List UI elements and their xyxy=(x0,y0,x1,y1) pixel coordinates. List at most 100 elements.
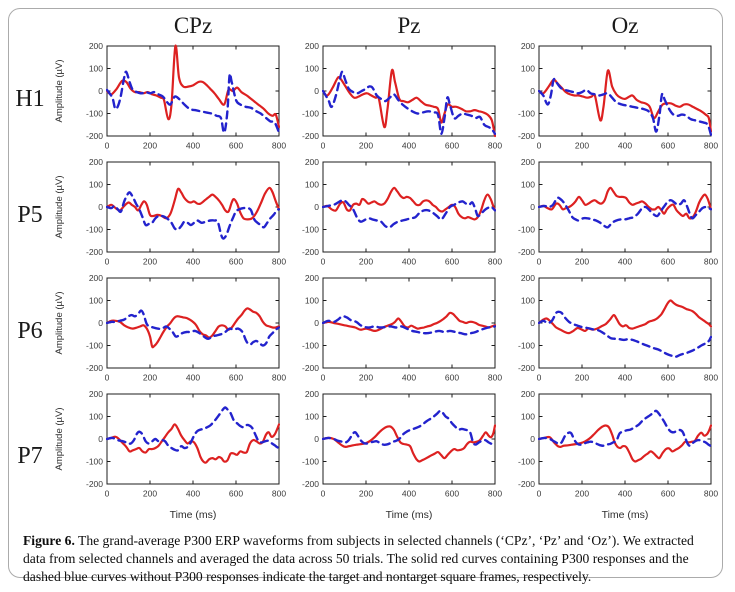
axes-P7-Pz: 0 200 400 600 800 200 100 0 -100 -200 Time (ms) xyxy=(302,389,502,521)
svg-text:200: 200 xyxy=(305,157,319,167)
svg-text:-100: -100 xyxy=(302,457,319,467)
svg-text:100: 100 xyxy=(89,64,103,74)
target-curve xyxy=(106,44,280,129)
svg-text:600: 600 xyxy=(661,257,675,267)
svg-text:100: 100 xyxy=(89,412,103,422)
svg-text:-200: -200 xyxy=(86,363,103,373)
svg-text:0: 0 xyxy=(98,86,103,96)
nontarget-curve xyxy=(322,315,496,336)
nontarget-curve xyxy=(106,191,280,240)
svg-text:800: 800 xyxy=(704,373,718,383)
svg-text:800: 800 xyxy=(704,489,718,499)
svg-text:-100: -100 xyxy=(86,457,103,467)
svg-text:-200: -200 xyxy=(302,131,319,141)
svg-text:-100: -100 xyxy=(86,109,103,119)
svg-text:0: 0 xyxy=(314,86,319,96)
svg-text:0: 0 xyxy=(530,434,535,444)
axes-P5-Pz: 0 200 400 600 800 200 100 0 -100 -200 xyxy=(302,157,502,267)
svg-text:0: 0 xyxy=(321,257,326,267)
svg-text:800: 800 xyxy=(272,257,286,267)
axes-P6-Oz: 0 200 400 600 800 200 100 0 -100 -200 xyxy=(518,273,718,383)
svg-text:100: 100 xyxy=(521,412,535,422)
column-title-pz: Pz xyxy=(397,13,421,38)
svg-text:600: 600 xyxy=(661,141,675,151)
axes-P5-Oz: 0 200 400 600 800 200 100 0 -100 -200 xyxy=(518,157,718,267)
svg-text:200: 200 xyxy=(359,257,373,267)
svg-text:400: 400 xyxy=(618,141,632,151)
axes-P5-CPz: 0 200 400 600 800 200 100 0 -100 -200 Amplitude (µ… xyxy=(54,157,286,267)
svg-text:200: 200 xyxy=(359,373,373,383)
svg-text:0: 0 xyxy=(105,373,110,383)
target-curve xyxy=(538,186,712,220)
subplot-p7-oz: 0 200 400 600 800 200 100 0 -100 -200 Time (ms) xyxy=(505,389,721,523)
svg-text:800: 800 xyxy=(488,141,502,151)
svg-text:0: 0 xyxy=(321,141,326,151)
svg-text:-100: -100 xyxy=(518,109,535,119)
svg-text:400: 400 xyxy=(618,489,632,499)
svg-text:200: 200 xyxy=(143,489,157,499)
svg-text:100: 100 xyxy=(521,296,535,306)
x-axis-label: Time (ms) xyxy=(170,509,217,521)
svg-text:800: 800 xyxy=(488,489,502,499)
svg-text:0: 0 xyxy=(105,257,110,267)
y-axis-label: Amplitude (µV) xyxy=(54,407,65,470)
svg-text:200: 200 xyxy=(89,273,103,283)
svg-text:-200: -200 xyxy=(302,363,319,373)
target-curve xyxy=(538,299,712,335)
svg-text:800: 800 xyxy=(704,141,718,151)
y-axis-label: Amplitude (µV) xyxy=(54,175,65,238)
svg-text:600: 600 xyxy=(445,141,459,151)
svg-text:400: 400 xyxy=(186,141,200,151)
subplot-p7-cpz: 0 200 400 600 800 200 100 0 -100 -200 Amplitude (µ… xyxy=(51,389,289,523)
target-curve xyxy=(106,423,280,464)
svg-text:-200: -200 xyxy=(86,479,103,489)
row-label-p7: P7 xyxy=(17,442,43,469)
svg-text:400: 400 xyxy=(186,257,200,267)
subplot-h1-pz: 0 200 400 600 800 200 100 0 -100 -200 xyxy=(289,41,505,157)
subplot-p6-pz: 0 200 400 600 800 200 100 0 -100 -200 xyxy=(289,273,505,389)
svg-text:600: 600 xyxy=(661,373,675,383)
svg-text:200: 200 xyxy=(143,257,157,267)
svg-text:600: 600 xyxy=(229,257,243,267)
svg-text:200: 200 xyxy=(575,257,589,267)
svg-text:800: 800 xyxy=(488,257,502,267)
target-curve xyxy=(106,307,280,349)
nontarget-curve xyxy=(322,199,496,229)
target-curve xyxy=(322,186,496,221)
caption-label: Figure 6. xyxy=(23,533,75,548)
row-label-p5: P5 xyxy=(17,201,43,228)
subplot-p5-pz: 0 200 400 600 800 200 100 0 -100 -200 xyxy=(289,157,505,273)
svg-text:100: 100 xyxy=(89,296,103,306)
target-curve xyxy=(322,424,496,463)
svg-text:200: 200 xyxy=(521,41,535,51)
svg-text:0: 0 xyxy=(314,318,319,328)
x-axis-label: Time (ms) xyxy=(386,509,433,521)
svg-text:800: 800 xyxy=(488,373,502,383)
svg-text:-100: -100 xyxy=(302,109,319,119)
x-axis-label: Time (ms) xyxy=(602,509,649,521)
svg-text:200: 200 xyxy=(143,141,157,151)
svg-text:0: 0 xyxy=(321,489,326,499)
svg-text:400: 400 xyxy=(402,373,416,383)
subplot-p7-pz: 0 200 400 600 800 200 100 0 -100 -200 Time (ms) xyxy=(289,389,505,523)
svg-text:100: 100 xyxy=(89,180,103,190)
svg-text:200: 200 xyxy=(359,489,373,499)
target-curve xyxy=(322,68,496,138)
svg-text:100: 100 xyxy=(521,64,535,74)
grid-corner xyxy=(9,13,51,41)
svg-text:0: 0 xyxy=(321,373,326,383)
svg-text:200: 200 xyxy=(143,373,157,383)
svg-text:200: 200 xyxy=(89,41,103,51)
svg-text:0: 0 xyxy=(537,141,542,151)
nontarget-curve xyxy=(322,70,496,136)
svg-text:600: 600 xyxy=(229,373,243,383)
svg-text:400: 400 xyxy=(186,373,200,383)
figure-caption: Figure 6. The grand-average P300 ERP wav… xyxy=(23,532,710,587)
axes-H1-CPz: 0 200 400 600 800 200 100 0 -100 -200 Amplitude (µ… xyxy=(54,41,286,151)
subplot-p6-cpz: 0 200 400 600 800 200 100 0 -100 -200 Amplitude (µ… xyxy=(51,273,289,389)
svg-text:0: 0 xyxy=(530,86,535,96)
target-curve xyxy=(322,311,496,332)
subplot-p5-cpz: 0 200 400 600 800 200 100 0 -100 -200 Amplitude (µ… xyxy=(51,157,289,273)
subplot-h1-cpz: 0 200 400 600 800 200 100 0 -100 -200 Amplitude (µ… xyxy=(51,41,289,157)
svg-text:-200: -200 xyxy=(86,131,103,141)
